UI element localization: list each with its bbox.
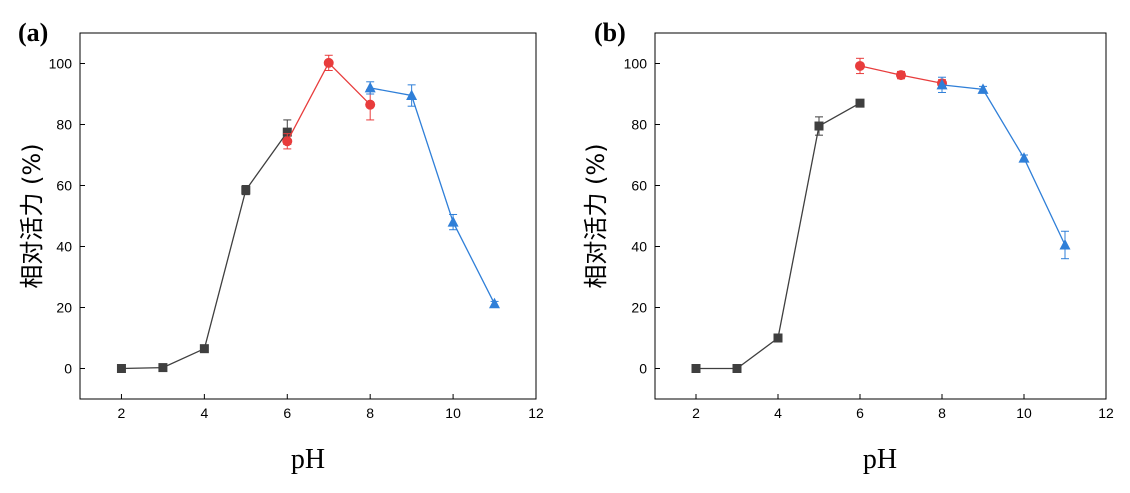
square-marker [158,363,168,373]
square-marker [282,127,292,137]
x-tick-label: 10 [1016,405,1032,421]
square-marker [732,364,742,373]
x-axis-title-b: pH [863,444,897,475]
x-tick-label: 8 [938,405,946,421]
y-tick-label: 20 [631,300,647,316]
triangle-marker [977,83,989,94]
triangle-marker [489,297,500,309]
circle-marker [855,60,865,71]
square-marker [773,333,783,343]
square-marker [691,364,701,373]
ticks-a: 2 4 6 8 10 12 0 20 40 60 80 100 [49,56,544,422]
x-tick-label: 6 [283,405,291,421]
circle-marker [365,99,376,110]
y-tick-label: 0 [639,361,647,377]
square-marker [199,344,209,354]
series-line-triangle [370,87,496,305]
y-tick-label: 60 [631,178,647,194]
y-tick-label: 100 [624,56,648,72]
y-axis-title-b: 相对活力 (%) [582,143,610,288]
square-marker [855,98,865,108]
square-marker [814,121,824,131]
x-tick-label: 4 [774,405,782,421]
y-tick-label: 80 [56,117,72,133]
y-tick-label: 40 [631,239,647,255]
y-axis-title-a: 相对活力 (%) [18,143,46,288]
x-tick-label: 2 [692,405,700,421]
circle-marker [323,57,334,68]
series-line-circle [286,61,371,142]
x-tick-label: 4 [200,405,208,421]
x-tick-label: 8 [366,405,374,421]
circle-marker [282,136,293,147]
y-tick-label: 80 [631,117,647,133]
y-tick-label: 100 [49,56,73,72]
x-tick-label: 12 [528,405,544,421]
series-line-square [121,131,288,370]
triangle-marker [447,216,459,227]
x-tick-label: 6 [856,405,864,421]
series-group-b [691,57,1071,373]
triangle-marker [406,89,418,100]
plot-frame-b [654,32,1107,400]
triangle-marker [1018,152,1030,163]
y-tick-label: 0 [64,361,72,377]
square-marker [116,364,126,373]
plot-frame-a [79,32,537,400]
y-tick-label: 60 [56,178,72,194]
x-tick-label: 12 [1098,405,1114,421]
x-tick-label: 10 [445,405,461,421]
ticks-b: 2 4 6 8 10 12 0 20 40 60 80 100 [624,56,1114,422]
circle-marker [896,70,906,81]
series-line-square [696,102,861,370]
x-axis-title-a: pH [291,444,325,475]
triangle-marker [1059,239,1071,250]
chart-panel-b: (b) 2 4 6 8 10 12 0 20 40 60 80 100 pH 相对活力 (%) [582,18,1114,475]
y-tick-label: 40 [56,239,72,255]
panel-label-b: (b) [594,18,626,47]
series-group-a [116,54,500,373]
y-tick-label: 20 [56,300,72,316]
panel-label-a: (a) [18,18,48,47]
triangle-marker [936,78,948,90]
square-marker [241,185,251,195]
series-line-triangle [941,84,1066,246]
triangle-marker [364,81,376,93]
x-tick-label: 2 [118,405,126,421]
chart-panel-a: (a) 2 4 6 8 10 12 0 20 40 60 80 100 pH 相对活力 (%) [18,18,544,475]
